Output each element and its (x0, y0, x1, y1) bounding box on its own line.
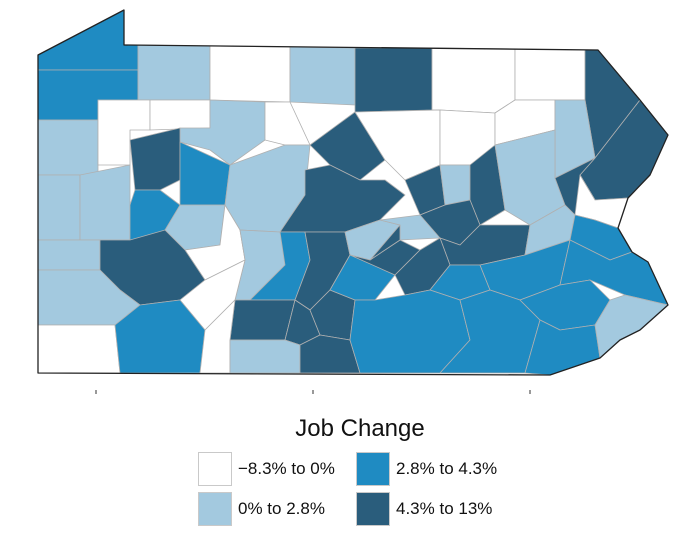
county-crawford (37, 119, 99, 176)
county-bradford (431, 47, 516, 114)
county-beaver (37, 239, 101, 271)
county-adams (229, 339, 301, 374)
county-clarion (129, 127, 181, 191)
county-forest (149, 99, 211, 131)
county-tioga (354, 47, 433, 113)
legend-swatch-mid (356, 452, 390, 486)
legend-item-mid: 2.8% to 4.3% (356, 451, 497, 487)
county-cameron (264, 101, 311, 146)
county-mckean (209, 45, 291, 103)
county-mercer (37, 174, 81, 241)
legend-label-neg: −8.3% to 0% (238, 459, 335, 478)
county-warren (137, 44, 211, 101)
county-bedford (229, 299, 296, 341)
county-perry (349, 239, 421, 276)
legend-label-low: 0% to 2.8% (238, 499, 325, 518)
legend-item-low: 0% to 2.8% (198, 491, 325, 527)
legend-label-mid: 2.8% to 4.3% (396, 459, 498, 478)
county-erie-n (37, 9, 139, 71)
county-montour (439, 164, 471, 206)
legend-title: Job Change (295, 415, 425, 442)
county-susquehanna (514, 48, 586, 101)
county-lawrence (79, 164, 131, 241)
legend-swatch-high (356, 492, 390, 526)
county-juniata (369, 224, 401, 261)
legend-item-neg: −8.3% to 0% (198, 451, 335, 487)
county-greene (37, 324, 121, 374)
county-potter (289, 46, 356, 106)
state-border (37, 9, 669, 376)
county-columbia (469, 144, 506, 226)
legend-label-high: 4.3% to 13% (396, 499, 493, 518)
legend-item-high: 4.3% to 13% (356, 491, 492, 527)
legend-swatch-low (198, 492, 232, 526)
legend: Job Change −8.3% to 0% 2.8% to 4.3% 0% t… (190, 415, 530, 526)
pennsylvania-map (37, 9, 669, 394)
county-clinton (309, 111, 386, 181)
county-lancaster (349, 289, 471, 374)
legend-swatch-neg (198, 452, 232, 486)
